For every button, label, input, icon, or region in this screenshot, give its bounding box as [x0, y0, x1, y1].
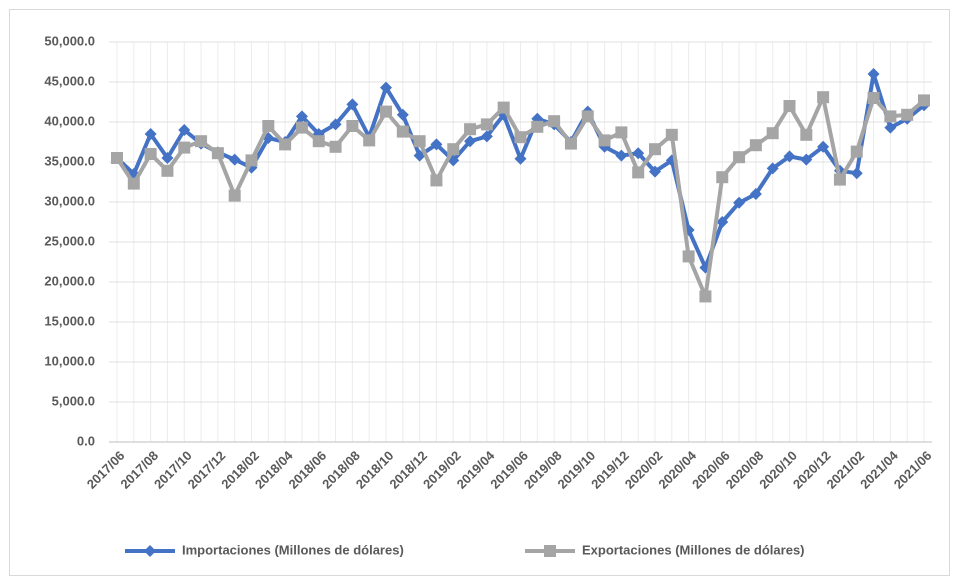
marker — [766, 127, 779, 140]
marker — [161, 164, 174, 177]
y-tick-label: 10,000.0 — [44, 353, 95, 368]
legend-marker — [544, 545, 556, 557]
marker — [649, 165, 661, 178]
y-tick-label: 25,000.0 — [44, 233, 95, 248]
y-tick-label: 40,000.0 — [44, 113, 95, 128]
marker — [380, 105, 392, 118]
marker — [363, 134, 376, 147]
marker — [598, 134, 611, 147]
marker — [850, 167, 863, 180]
marker — [144, 128, 157, 140]
y-tick-label: 20,000.0 — [44, 273, 95, 288]
marker — [111, 152, 123, 164]
y-tick-label: 5,000.0 — [52, 393, 95, 408]
marker — [380, 81, 392, 94]
marker — [396, 108, 409, 121]
marker — [178, 141, 191, 154]
marker — [245, 154, 258, 167]
marker — [867, 92, 880, 104]
marker — [867, 68, 880, 80]
legend-label: Importaciones (Millones de dólares) — [182, 542, 404, 557]
marker — [195, 135, 208, 148]
marker — [884, 121, 897, 134]
marker — [615, 126, 628, 139]
marker — [749, 188, 762, 200]
marker — [833, 173, 846, 186]
marker — [464, 135, 477, 148]
marker — [716, 171, 729, 184]
marker — [161, 152, 174, 164]
marker — [396, 125, 409, 138]
legend-label: Exportaciones (Millones de dólares) — [582, 542, 805, 557]
marker — [262, 120, 275, 132]
marker — [800, 128, 813, 141]
marker — [430, 138, 443, 151]
y-tick-label: 15,000.0 — [44, 313, 95, 328]
marker — [329, 140, 342, 153]
marker — [228, 153, 241, 166]
marker — [312, 135, 325, 148]
marker — [497, 101, 510, 114]
marker — [817, 140, 830, 153]
marker — [682, 250, 695, 263]
marker — [649, 143, 661, 156]
y-tick-label: 35,000.0 — [44, 153, 95, 168]
marker — [413, 135, 426, 148]
marker — [127, 177, 140, 190]
marker — [733, 196, 746, 209]
marker — [329, 118, 342, 131]
marker — [884, 110, 897, 123]
marker — [346, 120, 359, 132]
marker — [464, 123, 477, 136]
marker — [564, 137, 577, 150]
marker — [766, 162, 779, 175]
marker — [295, 110, 308, 123]
marker — [447, 143, 460, 156]
marker — [514, 131, 527, 144]
marker — [346, 98, 359, 111]
marker — [749, 139, 762, 152]
marker — [295, 121, 308, 134]
marker — [228, 189, 241, 202]
marker — [783, 100, 796, 112]
marker — [850, 145, 863, 158]
marker — [430, 174, 443, 187]
marker — [548, 115, 561, 128]
marker — [279, 138, 292, 151]
y-tick-label: 30,000.0 — [44, 193, 95, 208]
marker — [665, 128, 678, 141]
marker — [817, 91, 830, 104]
marker — [632, 147, 645, 160]
marker — [716, 216, 729, 228]
y-tick-label: 45,000.0 — [44, 73, 95, 88]
marker — [211, 147, 224, 160]
marker — [901, 108, 914, 121]
marker — [733, 151, 746, 164]
marker — [918, 94, 930, 107]
marker — [699, 290, 712, 303]
marker — [783, 150, 796, 163]
marker — [480, 130, 493, 143]
marker — [581, 110, 594, 123]
marker — [178, 124, 191, 136]
marker — [632, 166, 645, 179]
marker — [531, 120, 544, 133]
marker — [144, 148, 157, 160]
y-tick-label: 0.0 — [77, 433, 95, 448]
y-tick-label: 50,000.0 — [44, 33, 95, 48]
legend-marker — [144, 545, 156, 557]
marker — [615, 149, 628, 162]
marker — [514, 152, 527, 165]
marker — [480, 118, 493, 131]
marker — [800, 153, 813, 166]
